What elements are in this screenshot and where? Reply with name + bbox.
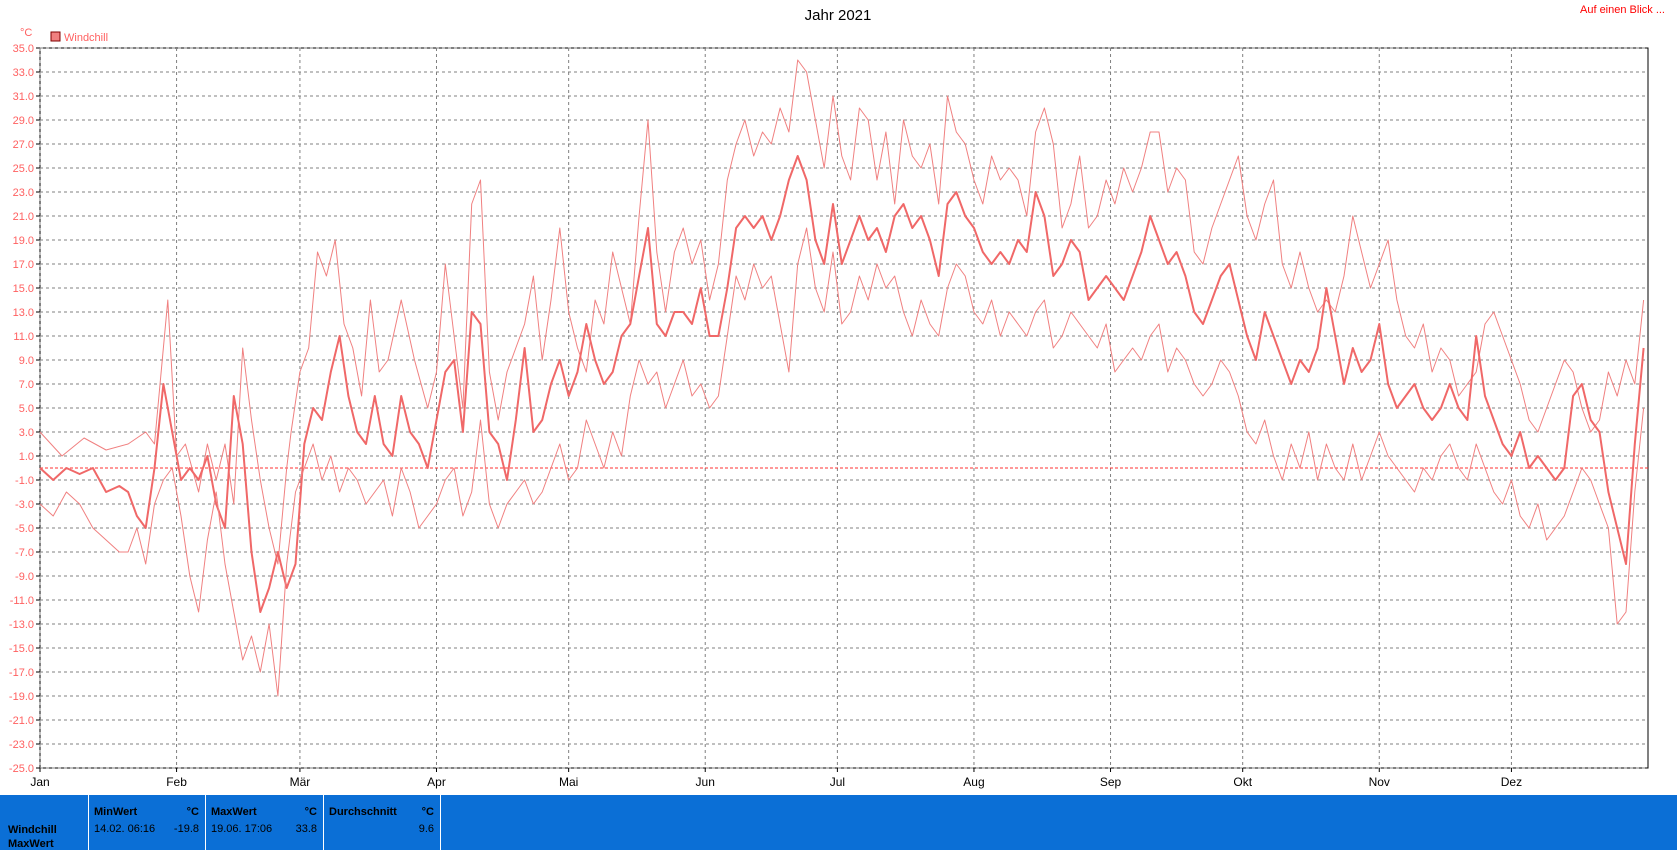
y-tick-label: 11.0 [13,331,34,343]
y-tick-label: -7.0 [15,547,34,559]
stat-max: MaxWert °C 19.06. 17:06 33.8 [205,795,323,850]
series-line-max [39,59,1645,565]
y-tick-label: -11.0 [10,595,34,607]
y-tick-label: -23.0 [9,739,34,751]
stats-series-label-2: MaxWert [8,838,54,850]
chart-title: Jahr 2021 [805,7,872,24]
stat-avg-value: 9.6 [418,823,434,835]
x-tick-label-Jul: Jul [830,775,845,789]
x-tick-label-Mai: Mai [559,775,578,789]
legend-swatch [50,31,61,42]
stat-max-unit: °C [304,806,317,818]
stat-avg-unit: °C [421,806,434,818]
y-axis-unit: °C [20,27,32,39]
y-tick-label: -25.0 [9,763,34,775]
y-tick-label: 15.0 [13,283,34,295]
y-tick-label: 21.0 [13,211,34,223]
legend-label: Windchill [64,32,108,44]
chart-area: Jahr 2021 35.0 33.0 31.0 29.0 27.0 25.0 23.0 21.… [9,7,1649,789]
x-tick-label-Apr: Apr [427,775,446,789]
x-tick-label-Dez: Dez [1501,775,1522,789]
x-tick-label-Feb: Feb [166,775,187,789]
y-tick-label: 27.0 [13,139,34,151]
y-tick-label: 9.0 [19,355,34,367]
x-tick-label-Okt: Okt [1233,775,1252,789]
y-tick-label: -3.0 [15,499,34,511]
stat-min-unit: °C [186,806,199,818]
series-line-min [39,227,1645,697]
stat-max-header: MaxWert [211,806,257,818]
y-tick-label: 29.0 [13,115,34,127]
stat-min-value: -19.8 [173,823,199,835]
y-tick-label: -13.0 [9,619,34,631]
y-tick-label: 25.0 [13,163,34,175]
stat-avg-header: Durchschnitt [329,806,397,818]
y-tick-label: 5.0 [19,403,34,415]
y-tick-label: -15.0 [9,643,34,655]
y-tick-label: 7.0 [19,379,34,391]
overview-link[interactable]: Auf einen Blick ... [1580,4,1665,16]
stat-min: MinWert °C 14.02. 06:16 -19.8 [88,795,205,850]
series-line-avg [39,155,1645,613]
y-tick-label: 19.0 [13,235,34,247]
y-tick-label: 31.0 [13,91,34,103]
y-tick-label: 13.0 [13,307,34,319]
stat-max-value: 33.8 [295,823,317,835]
y-tick-label: -21.0 [9,715,34,727]
statistics-bar: Windchill MaxWert MinWert °C 14.02. 06:1… [0,795,1677,850]
y-tick-label: 33.0 [13,67,34,79]
y-tick-label: -5.0 [15,523,34,535]
stat-min-header: MinWert [94,806,138,818]
y-tick-label: 23.0 [13,187,34,199]
y-tick-label: 35.0 [13,43,34,55]
x-tick-label-Jan: Jan [30,775,49,789]
y-tick-label: -9.0 [15,571,34,583]
x-tick-label-Nov: Nov [1369,775,1390,789]
x-tick-label-Mär: Mär [290,775,311,789]
y-tick-label: 1.0 [19,451,34,463]
stat-max-time: 19.06. 17:06 [211,823,273,835]
x-tick-label-Jun: Jun [696,775,715,789]
y-tick-label: -17.0 [9,667,34,679]
x-tick-label-Aug: Aug [963,775,984,789]
windchill-line-chart: Jahr 2021 35.0 33.0 31.0 29.0 27.0 25.0 23.0 21.… [9,7,1649,789]
stat-average: Durchschnitt °C 9.6 [323,795,441,850]
y-tick-label: 17.0 [13,259,34,271]
y-tick-label: -1.0 [15,475,34,487]
y-tick-label: -19.0 [9,691,34,703]
stats-series-label: Windchill [8,824,57,836]
stats-series-name: Windchill MaxWert [8,823,57,851]
stat-min-time: 14.02. 06:16 [94,823,156,835]
y-tick-label: 3.0 [19,427,34,439]
x-tick-label-Sep: Sep [1100,775,1122,789]
